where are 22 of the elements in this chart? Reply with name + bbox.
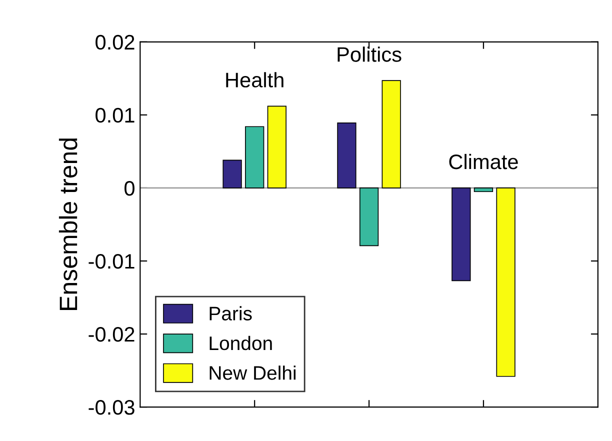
bar bbox=[359, 188, 379, 246]
bar bbox=[496, 188, 516, 377]
bar bbox=[452, 188, 471, 282]
bar bbox=[245, 126, 264, 188]
legend-label: London bbox=[210, 336, 272, 350]
y-tick-label: 0.02 bbox=[96, 34, 134, 50]
y-axis-title: Ensemble trend bbox=[58, 138, 78, 310]
bar bbox=[474, 188, 494, 192]
x-tick-label: Health bbox=[226, 72, 284, 88]
bar bbox=[382, 80, 401, 188]
x-tick-label: Climate bbox=[449, 154, 518, 170]
legend-label: Paris bbox=[210, 306, 252, 320]
x-tick-label: Politics bbox=[338, 46, 402, 62]
bar bbox=[222, 160, 242, 188]
bar bbox=[337, 122, 356, 188]
y-tick-label: -0.01 bbox=[88, 254, 134, 269]
y-tick-label: 0 bbox=[124, 180, 134, 196]
y-tick-label: 0.01 bbox=[96, 108, 134, 123]
y-tick-label: -0.03 bbox=[88, 400, 134, 415]
y-tick-label: -0.02 bbox=[88, 327, 134, 342]
bar bbox=[267, 106, 286, 188]
legend-label: New Delhi bbox=[210, 366, 296, 380]
